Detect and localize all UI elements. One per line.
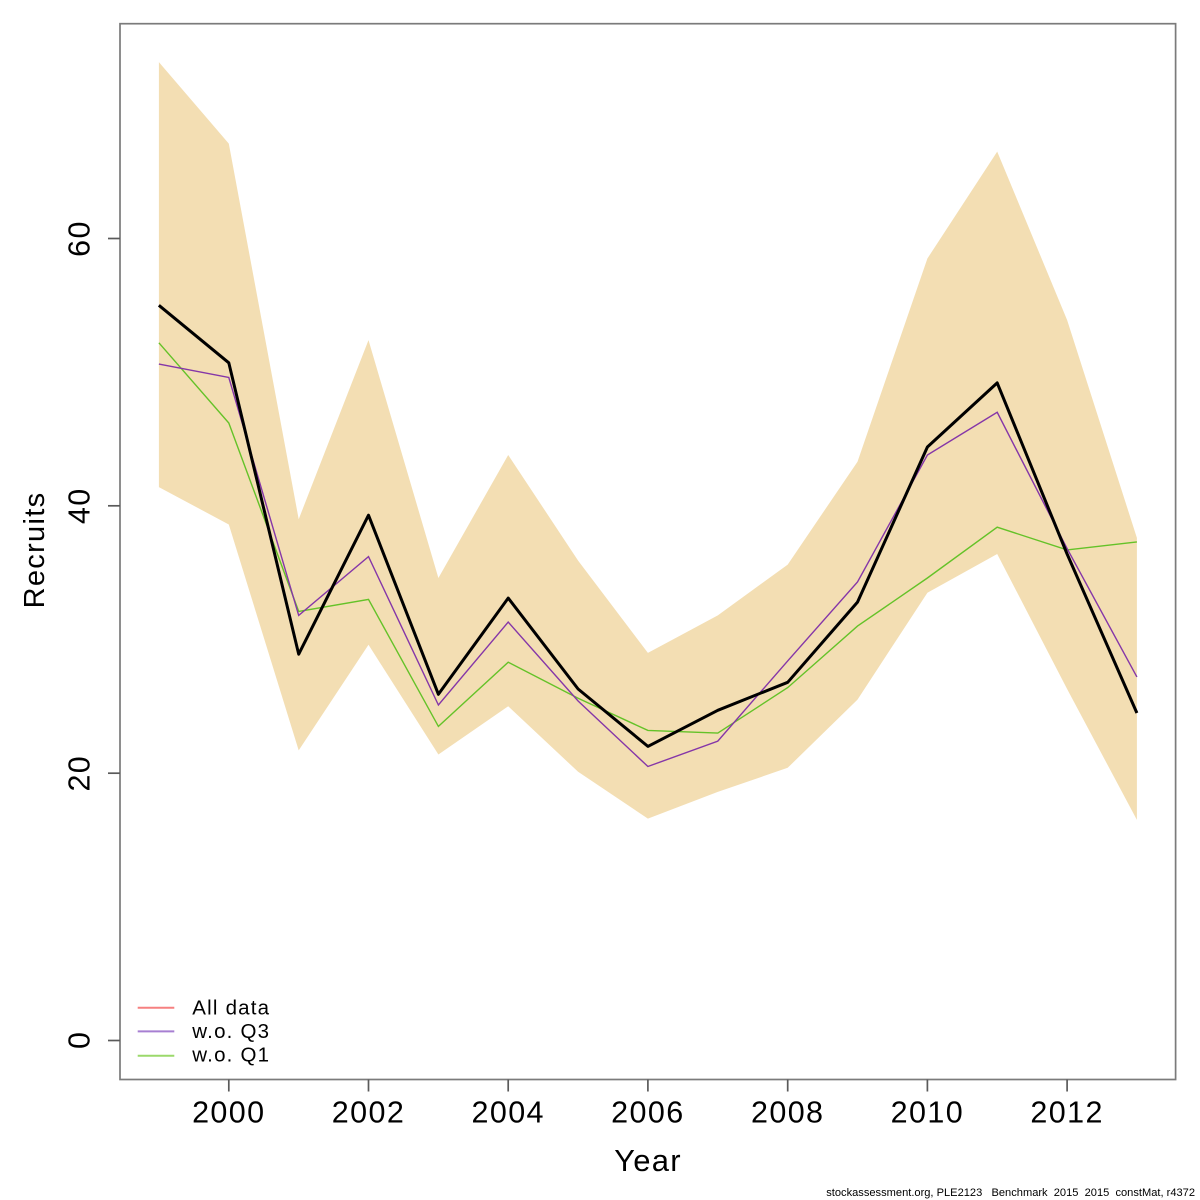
svg-text:w.o. Q3: w.o. Q3 — [191, 1020, 270, 1043]
svg-text:Year: Year — [614, 1143, 681, 1178]
svg-text:0: 0 — [63, 1032, 97, 1049]
svg-text:20: 20 — [63, 755, 97, 792]
svg-text:2004: 2004 — [471, 1096, 544, 1130]
svg-text:All data: All data — [192, 996, 270, 1019]
svg-text:60: 60 — [63, 220, 97, 257]
svg-text:2008: 2008 — [751, 1096, 824, 1130]
svg-text:2006: 2006 — [611, 1096, 684, 1130]
svg-text:2012: 2012 — [1030, 1096, 1103, 1130]
svg-text:40: 40 — [63, 487, 97, 524]
svg-text:Recruits: Recruits — [19, 492, 51, 609]
svg-text:2010: 2010 — [891, 1096, 964, 1130]
svg-text:2002: 2002 — [332, 1096, 405, 1130]
svg-text:w.o. Q1: w.o. Q1 — [191, 1044, 270, 1067]
svg-text:stockassessment.org, PLE2123: stockassessment.org, PLE2123 Benchmark 2… — [826, 1187, 1195, 1199]
svg-text:2000: 2000 — [192, 1096, 265, 1130]
